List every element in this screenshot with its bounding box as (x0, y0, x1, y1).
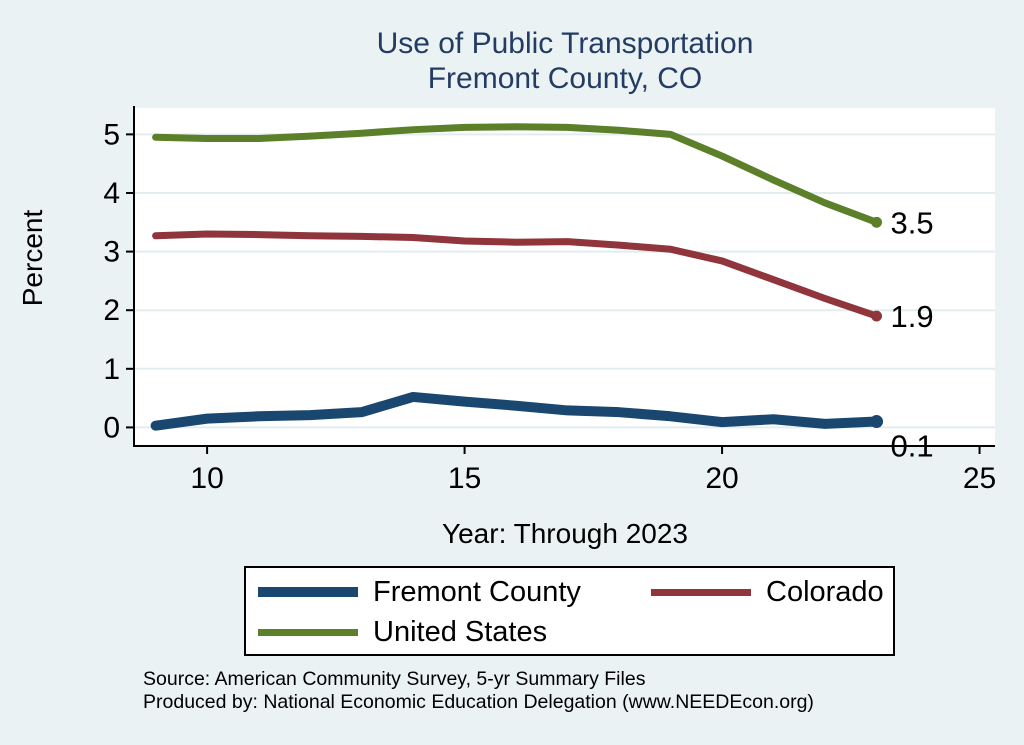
y-tick-label-1: 1 (103, 353, 120, 386)
end-label-united-states: 3.5 (891, 205, 934, 240)
end-label-colorado: 1.9 (891, 299, 934, 334)
legend-swatch-united-states (258, 628, 358, 636)
x-axis-title: Year: Through 2023 (442, 518, 688, 549)
line-fremont-county (150, 391, 882, 431)
y-tick-label-5: 5 (103, 118, 120, 151)
end-marker-colorado (871, 310, 883, 322)
x-tick-label-20: 20 (705, 462, 738, 495)
end-label-fremont-county: 0.1 (891, 429, 934, 464)
y-tick-label-2: 2 (103, 294, 120, 327)
legend-swatch-colorado (651, 588, 751, 596)
source-note: Source: American Community Survey, 5-yr … (143, 668, 814, 713)
legend-item-colorado: Colorado (639, 576, 893, 609)
line-colorado (152, 230, 881, 320)
source-line: Source: American Community Survey, 5-yr … (143, 668, 646, 690)
legend-label-united-states: United States (373, 615, 548, 648)
y-tick-label-3: 3 (103, 236, 120, 269)
chart-title: Use of Public Transportation Fremont Cou… (135, 26, 995, 96)
x-tick-label-25: 25 (963, 462, 996, 495)
chart-title-line1: Use of Public Transportation (376, 27, 754, 60)
legend-item-united-states: United States (246, 616, 639, 649)
produced-by-line: Produced by: National Economic Education… (143, 690, 814, 713)
end-marker-united-states (871, 216, 883, 228)
plot-area (135, 108, 995, 445)
x-tick-label-10: 10 (190, 462, 223, 495)
x-tick-label-15: 15 (448, 462, 481, 495)
chart-title-line2: Fremont County, CO (427, 62, 703, 95)
line-united-states (152, 123, 881, 226)
legend-label-fremont-county: Fremont County (373, 575, 581, 608)
y-axis-title: Percent (17, 209, 48, 307)
end-marker-fremont-county (870, 415, 884, 429)
y-tick-label-0: 0 (103, 411, 120, 444)
legend-box: Fremont County Colorado United States (244, 566, 895, 656)
plot-canvas: 0 1 2 3 4 5 10 15 20 25 0.1 1.9 3.5 (103, 106, 996, 495)
legend-swatch-fremont-county (258, 587, 358, 597)
y-tick-label-4: 4 (103, 177, 120, 210)
legend-label-colorado: Colorado (766, 575, 884, 608)
legend-item-fremont-county: Fremont County (246, 576, 639, 609)
